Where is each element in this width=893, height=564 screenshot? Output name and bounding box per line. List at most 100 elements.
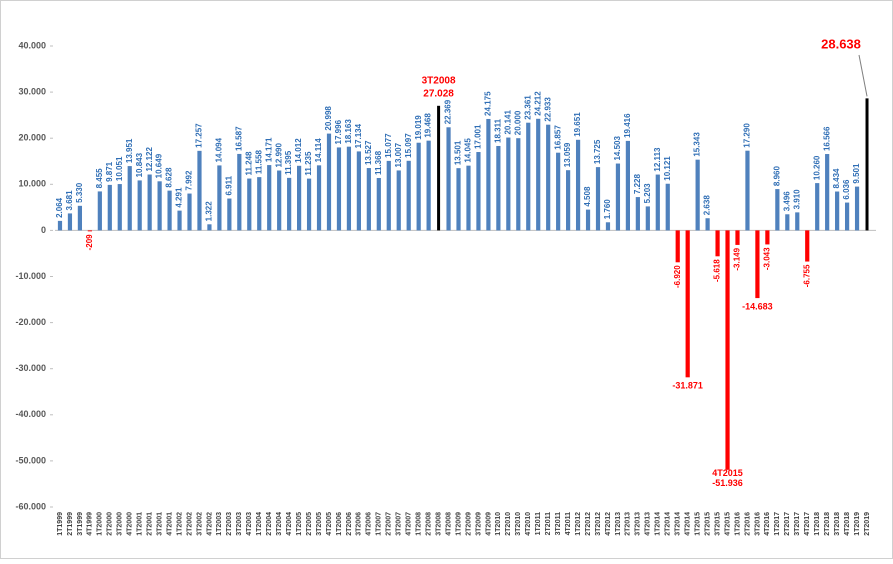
x-tick-label: 4T2003 <box>246 512 253 536</box>
y-tick-label: 20.000 <box>18 133 46 143</box>
value-label: 22.933 <box>543 97 552 122</box>
bar <box>705 218 710 231</box>
x-tick-label: 1T1999 <box>57 512 64 536</box>
x-tick-label: 2T2015 <box>704 512 711 536</box>
value-label: 14.045 <box>464 138 473 163</box>
x-tick-label: 2T2016 <box>744 512 751 536</box>
bar <box>97 191 102 231</box>
y-tick-label: 0 <box>41 225 46 235</box>
value-label: 28.638 <box>821 36 861 51</box>
value-label: 14.503 <box>613 136 622 161</box>
x-tick-label: 2T2011 <box>545 512 552 535</box>
bar <box>267 165 272 231</box>
x-tick-label: 3T2015 <box>714 512 721 536</box>
bar <box>306 178 312 231</box>
bar <box>755 230 760 299</box>
value-label: 15.097 <box>404 133 413 158</box>
bar <box>316 165 322 231</box>
bar <box>217 165 222 231</box>
x-tick-label: 4T2014 <box>685 512 692 536</box>
bar <box>386 160 391 231</box>
bar <box>177 210 182 231</box>
value-label: 19.416 <box>623 113 632 138</box>
bar <box>665 183 670 231</box>
x-tick-label: 3T2003 <box>236 512 243 536</box>
x-tick-label: 2T2012 <box>585 512 592 536</box>
x-tick-label: 4T2012 <box>605 512 612 536</box>
y-tick-label: 30.000 <box>18 86 46 96</box>
value-label: 12.990 <box>274 142 283 167</box>
x-tick-label: 1T2012 <box>575 512 582 536</box>
bar <box>257 177 262 231</box>
x-tick-label: 4T1999 <box>87 512 94 536</box>
value-label: 12.122 <box>145 146 154 171</box>
bar <box>785 214 790 231</box>
bar <box>247 178 252 231</box>
x-tick-label: 3T2004 <box>276 512 283 536</box>
value-label: 5.330 <box>75 182 84 203</box>
leader-line <box>858 54 868 97</box>
x-tick-label: 1T2019 <box>854 512 861 536</box>
x-tick-label: 2T2005 <box>306 512 313 536</box>
x-tick-label: 2T2017 <box>784 512 791 536</box>
bar <box>865 98 869 231</box>
y-tick-label: 10.000 <box>18 179 46 189</box>
value-label: 15.343 <box>693 132 702 157</box>
bar <box>456 168 461 231</box>
x-tick-label: 2T2019 <box>864 512 871 536</box>
value-label: 11.395 <box>284 150 293 175</box>
bar <box>57 220 63 231</box>
bar <box>127 166 132 231</box>
value-label: 10.051 <box>115 156 124 181</box>
value-label: 7.992 <box>185 170 194 191</box>
value-label: 7.228 <box>633 174 642 195</box>
bar <box>506 137 511 231</box>
x-tick-label: 2T2010 <box>505 512 512 536</box>
bar <box>805 230 810 262</box>
value-label: 13.007 <box>394 142 403 167</box>
x-tick-label: 1T2001 <box>137 512 144 536</box>
bar <box>197 150 202 231</box>
bar <box>496 145 501 231</box>
value-label: 8.455 <box>95 168 104 189</box>
annotation: 4T2015 <box>712 468 743 478</box>
bar <box>187 193 192 231</box>
bar <box>167 190 172 231</box>
value-label: 11.235 <box>304 151 313 176</box>
value-label: -31.871 <box>672 381 703 391</box>
bar <box>745 150 750 231</box>
value-label: 13.059 <box>563 142 572 167</box>
x-tick-label: 3T2012 <box>595 512 602 536</box>
bar <box>825 154 830 231</box>
value-label: 2.638 <box>703 195 712 216</box>
x-tick-label: 3T2013 <box>635 512 642 536</box>
x-tick-label: 1T2011 <box>535 512 542 535</box>
x-tick-label: 4T2001 <box>166 512 173 536</box>
value-label: 17.001 <box>474 124 483 149</box>
x-tick-label: 3T2006 <box>356 512 363 536</box>
bar <box>87 230 92 232</box>
bar <box>277 170 282 231</box>
value-label: 10.260 <box>812 155 821 180</box>
bar <box>486 118 491 231</box>
x-tick-label: 1T2017 <box>774 512 781 536</box>
x-tick-label: 4T2008 <box>445 512 452 536</box>
x-tick-label: 2T2013 <box>625 512 632 536</box>
x-tick-label: 4T2018 <box>844 512 851 536</box>
bar <box>147 174 152 231</box>
bar <box>526 122 531 231</box>
bar <box>376 177 381 231</box>
value-label: 20.141 <box>503 110 512 135</box>
y-tick-label: -40.000 <box>15 409 46 419</box>
value-label: 1.322 <box>205 201 214 222</box>
value-label: 11.248 <box>244 151 253 176</box>
bar <box>635 197 640 231</box>
x-tick-label: 3T2014 <box>675 512 682 536</box>
y-tick-label: -30.000 <box>15 363 46 373</box>
value-label: 10.843 <box>135 152 144 177</box>
value-label: 17.290 <box>743 123 752 148</box>
value-label: -3.043 <box>762 247 771 270</box>
value-label: 20.000 <box>513 110 522 135</box>
value-label: -14.683 <box>742 301 773 311</box>
